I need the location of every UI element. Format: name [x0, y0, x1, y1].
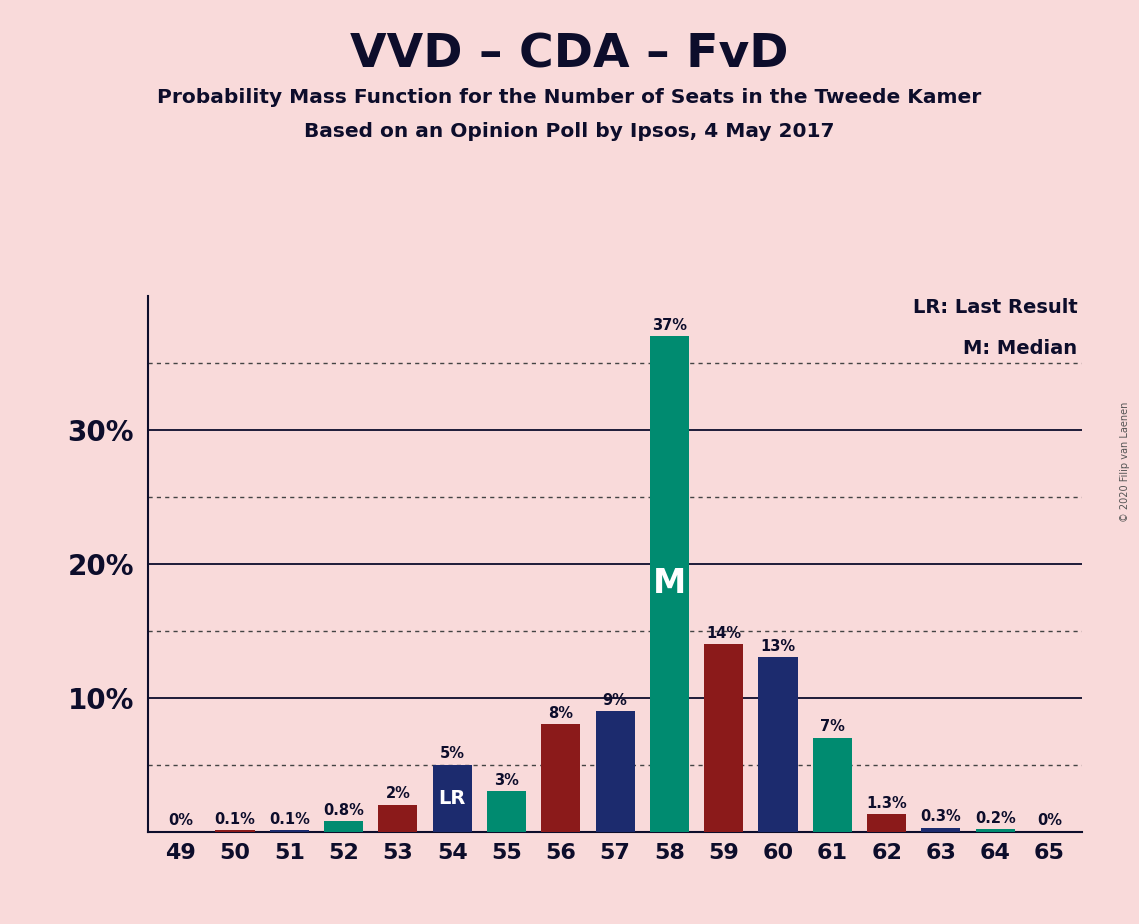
Text: 5%: 5% [440, 747, 465, 761]
Bar [759, 658, 797, 832]
Bar [378, 805, 417, 832]
Text: 37%: 37% [652, 318, 687, 333]
Text: © 2020 Filip van Laenen: © 2020 Filip van Laenen [1121, 402, 1130, 522]
Text: 7%: 7% [820, 720, 845, 735]
Text: LR: LR [439, 788, 466, 808]
Text: 0.3%: 0.3% [920, 809, 961, 824]
Text: 0.1%: 0.1% [269, 812, 310, 827]
Text: 14%: 14% [706, 626, 741, 640]
Bar [323, 821, 363, 832]
Text: 0.1%: 0.1% [214, 812, 255, 827]
Bar [650, 336, 689, 832]
Bar [867, 814, 907, 832]
Bar [704, 644, 744, 832]
Bar [541, 724, 580, 832]
Text: 0.8%: 0.8% [323, 803, 364, 818]
Bar [215, 831, 254, 832]
Text: 9%: 9% [603, 693, 628, 708]
Text: LR: Last Result: LR: Last Result [912, 298, 1077, 317]
Text: Based on an Opinion Poll by Ipsos, 4 May 2017: Based on an Opinion Poll by Ipsos, 4 May… [304, 122, 835, 141]
Text: M: M [653, 567, 686, 601]
Text: 0%: 0% [169, 813, 194, 828]
Bar [486, 791, 526, 832]
Bar [813, 737, 852, 832]
Bar [270, 831, 309, 832]
Bar [433, 765, 472, 832]
Text: 3%: 3% [494, 773, 519, 788]
Text: Probability Mass Function for the Number of Seats in the Tweede Kamer: Probability Mass Function for the Number… [157, 88, 982, 107]
Bar [596, 711, 634, 832]
Text: 1.3%: 1.3% [866, 796, 907, 811]
Bar [921, 828, 960, 832]
Bar [976, 829, 1015, 832]
Text: 0%: 0% [1036, 813, 1062, 828]
Text: VVD – CDA – FvD: VVD – CDA – FvD [351, 32, 788, 78]
Text: 0.2%: 0.2% [975, 810, 1016, 825]
Text: 13%: 13% [761, 639, 795, 654]
Text: M: Median: M: Median [964, 338, 1077, 358]
Text: 2%: 2% [385, 786, 410, 801]
Text: 8%: 8% [548, 706, 573, 721]
